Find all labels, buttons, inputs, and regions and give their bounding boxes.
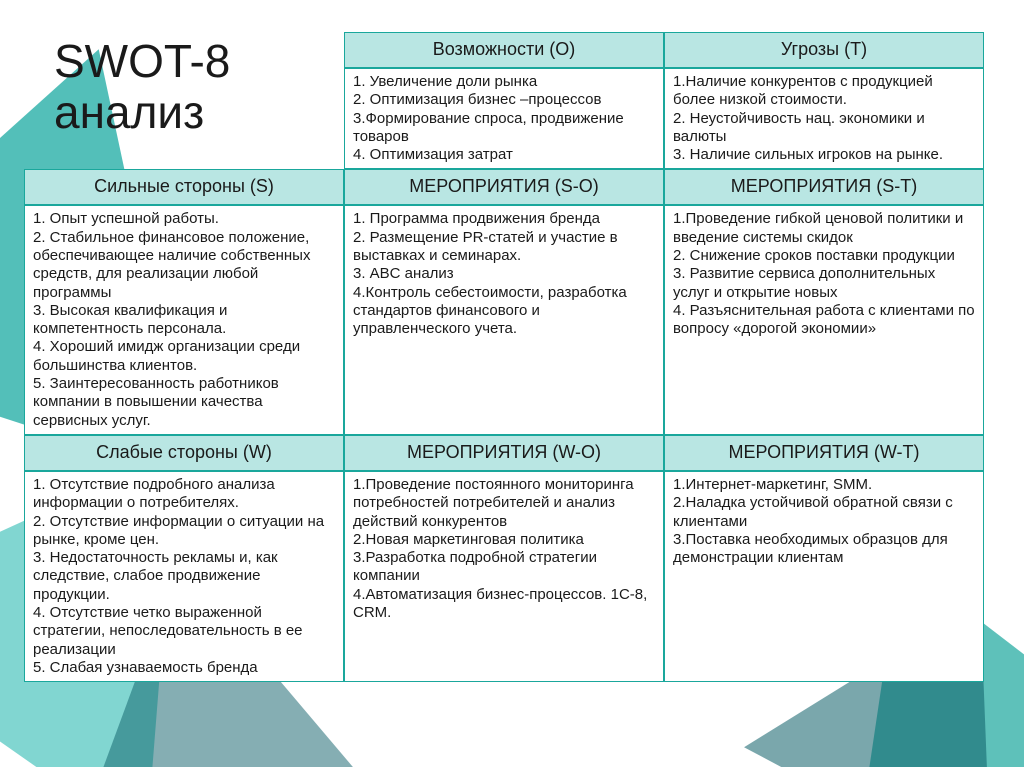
cell-text: 1.Интернет-маркетинг, SMM. 2.Наладка уст… [673, 476, 975, 567]
cell-text: 1.Проведение гибкой ценовой политики и в… [673, 210, 975, 338]
swot-grid: Возможности (O) Угрозы (T) 1. Увеличение… [24, 32, 1000, 682]
cell-weaknesses: 1. Отсутствие подробного анализа информа… [24, 471, 344, 682]
cell-text: 1. Программа продвижения бренда 2. Разме… [353, 210, 655, 338]
header-label: Угрозы (T) [781, 39, 867, 59]
header-so: МЕРОПРИЯТИЯ (S-O) [344, 169, 664, 205]
cell-so: 1. Программа продвижения бренда 2. Разме… [344, 205, 664, 435]
header-label: МЕРОПРИЯТИЯ (S-O) [409, 176, 598, 196]
cell-st: 1.Проведение гибкой ценовой политики и в… [664, 205, 984, 435]
cell-threats: 1.Наличие конкурентов с продукцией более… [664, 68, 984, 169]
header-label: Слабые стороны (W) [96, 442, 272, 462]
header-label: МЕРОПРИЯТИЯ (S-T) [731, 176, 917, 196]
header-threats: Угрозы (T) [664, 32, 984, 68]
header-label: Сильные стороны (S) [94, 176, 274, 196]
header-label: МЕРОПРИЯТИЯ (W-T) [728, 442, 919, 462]
cell-wt: 1.Интернет-маркетинг, SMM. 2.Наладка уст… [664, 471, 984, 682]
cell-wo: 1.Проведение постоянного мониторинга пот… [344, 471, 664, 682]
header-wo: МЕРОПРИЯТИЯ (W-O) [344, 435, 664, 471]
cell-text: 1.Наличие конкурентов с продукцией более… [673, 73, 975, 164]
blank-cell [24, 32, 344, 169]
header-weaknesses: Слабые стороны (W) [24, 435, 344, 471]
header-opportunities: Возможности (O) [344, 32, 664, 68]
header-strengths: Сильные стороны (S) [24, 169, 344, 205]
cell-text: 1. Увеличение доли рынка 2. Оптимизация … [353, 73, 655, 164]
cell-text: 1.Проведение постоянного мониторинга пот… [353, 476, 655, 622]
cell-strengths: 1. Опыт успешной работы. 2. Стабильное ф… [24, 205, 344, 435]
header-st: МЕРОПРИЯТИЯ (S-T) [664, 169, 984, 205]
slide: SWOT-8 анализ Возможности (O) Угрозы (T)… [0, 0, 1024, 767]
cell-text: 1. Опыт успешной работы. 2. Стабильное ф… [33, 210, 335, 430]
cell-text: 1. Отсутствие подробного анализа информа… [33, 476, 335, 677]
header-label: Возможности (O) [433, 39, 576, 59]
cell-opportunities: 1. Увеличение доли рынка 2. Оптимизация … [344, 68, 664, 169]
header-label: МЕРОПРИЯТИЯ (W-O) [407, 442, 601, 462]
header-wt: МЕРОПРИЯТИЯ (W-T) [664, 435, 984, 471]
